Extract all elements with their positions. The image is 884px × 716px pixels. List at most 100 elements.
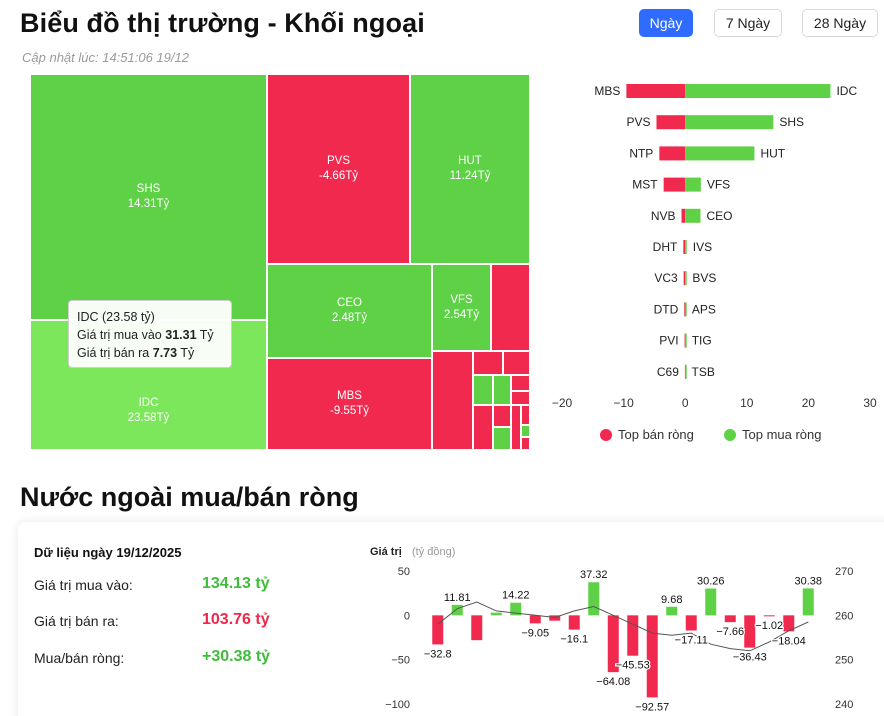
buy-bar-label: IVS [693,240,712,254]
y-axis-label: Giá trị [370,546,402,558]
x-tick-label: 10 [740,396,754,410]
treemap-tile-vfs[interactable]: VFS 2.54Tỷ [432,264,491,351]
treemap-tile-small[interactable] [521,405,530,425]
buy-bar-label: SHS [779,115,804,129]
tile-value: 2.54Tỷ [443,308,480,321]
bar-value-label: −64.08 [596,676,630,688]
legend-buy-marker [724,429,736,441]
treemap-tile-small[interactable] [493,375,511,405]
net-flow-bar [802,588,814,616]
tile-value: 11.24Tỷ [449,170,491,182]
buy-total-value: 134.13 tỷ [202,575,270,592]
treemap-tile-ceo[interactable]: CEO 2.48Tỷ [267,264,432,358]
net-flow-bar [451,604,463,616]
buy-bar [685,84,831,98]
net-flow-bar [646,615,658,698]
buy-bar-label: TIG [692,334,712,348]
buy-bar-label: TSB [692,365,715,379]
sell-bar [659,146,686,161]
tooltip-sell-value: 7.73 [152,346,178,360]
tile-code: CEO [337,297,362,309]
sell-bar [684,302,686,317]
summary-card [18,522,884,716]
buy-bar [685,115,774,130]
sell-bar [681,208,686,223]
treemap-tile-small[interactable] [473,405,493,450]
treemap-tile-small[interactable] [493,405,511,427]
sell-bar-label: DTD [654,302,679,316]
bar-value-label: −1.02 [755,620,783,632]
tile-value: -9.55Tỷ [330,405,369,417]
index-line [437,601,809,652]
treemap-tooltip: IDC (23.58 tỷ) Giá trị mua vào 31.31 Tỷ … [68,300,232,368]
net-flow-bar [510,602,522,616]
tab-day[interactable]: Ngày [639,9,693,37]
treemap-tile-small[interactable] [503,351,530,375]
buy-total-label: Giá trị mua vào: [34,577,133,593]
tooltip-sell-row: Giá trị bán ra 7.73 Tỷ [77,344,223,362]
bar-value-label: −7.66 [716,626,744,638]
tab-7-days[interactable]: 7 Ngày [714,9,782,37]
y-tick-label: 50 [398,566,410,578]
bar-value-label: −16.1 [560,634,588,646]
net-flow-bar [529,615,541,624]
buy-bar [685,271,687,286]
treemap-tile-small[interactable] [491,264,530,351]
treemap-tile-small[interactable] [511,375,530,391]
tab-28-days[interactable]: 28 Ngày [802,9,878,37]
update-timestamp: Cập nhật lúc: 14:51:06 19/12 [22,50,189,65]
net-total-value: +30.38 tỷ [202,648,271,665]
sell-bar [683,271,686,286]
buy-bar [685,302,687,317]
sell-total-value: 103.76 tỷ [202,611,270,628]
treemap-tile-mbs[interactable]: MBS -9.55Tỷ [267,358,432,450]
sell-bar-label: NVB [651,209,676,223]
treemap-tile-small[interactable] [511,405,521,450]
y-axis-unit: (tỷ đồng) [412,546,455,558]
net-flow-bar [724,615,736,623]
net-flow-bar [744,615,756,648]
legend-buy-label: Top mua ròng [742,427,822,442]
tooltip-buy-row: Giá trị mua vào 31.31 Tỷ [77,326,223,344]
bar-value-label: −36.43 [733,652,767,664]
y-tick-label: −100 [385,699,410,711]
net-flow-bar [568,615,580,630]
treemap-tile-small[interactable] [521,425,530,437]
tile-value: 2.48Tỷ [331,312,368,324]
treemap-tile-small[interactable] [511,391,530,405]
treemap-tile-pvs[interactable]: PVS -4.66Tỷ [267,74,410,264]
x-tick-label: −10 [613,396,634,410]
bar-value-label: 9.68 [661,594,682,606]
net-flow-bar [627,615,639,656]
bar-value-label: 30.38 [794,575,822,587]
treemap-tile-small[interactable] [521,437,530,450]
y2-tick-label: 260 [835,610,853,622]
y-tick-label: −50 [391,655,410,667]
tooltip-title: IDC (23.58 tỷ) [77,310,155,324]
buy-bar [685,333,687,348]
treemap-tile-shs[interactable]: SHS 14.31Tỷ [30,74,267,320]
bar-value-label: −17.11 [675,635,708,647]
tooltip-sell-unit: Tỷ [180,346,195,360]
tile-value: 14.31Tỷ [127,198,170,210]
sell-bar [656,115,686,130]
treemap-tile-small[interactable] [493,427,511,450]
y2-tick-label: 270 [835,566,853,578]
page-title: Biểu đồ thị trường - Khối ngoại [20,8,425,38]
summary-date: Dữ liệu ngày 19/12/2025 [34,545,182,560]
tooltip-sell-label: Giá trị bán ra [77,346,150,360]
tile-code: HUT [458,155,482,167]
treemap-tile-small[interactable] [432,351,473,450]
treemap-tile-small[interactable] [473,375,493,405]
net-flow-bar [432,615,444,645]
sell-bar-label: PVS [626,115,650,129]
sell-bar-label: MBS [594,84,620,98]
legend-sell-label: Top bán ròng [618,427,694,442]
tile-code: IDC [138,397,159,409]
x-tick-label: 0 [682,396,689,410]
sell-bar [683,240,686,254]
net-flow-bar [490,612,502,616]
treemap-tile-hut[interactable]: HUT 11.24Tỷ [410,74,530,264]
treemap-tile-small[interactable] [473,351,503,375]
sell-total-label: Giá trị bán ra: [34,613,119,629]
